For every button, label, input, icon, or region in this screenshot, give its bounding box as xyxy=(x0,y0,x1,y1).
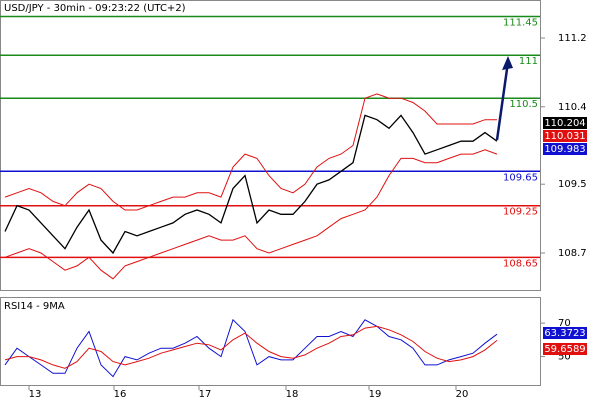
price-label-box xyxy=(543,143,587,155)
band-line xyxy=(4,93,497,211)
rsi-title: RSI14 - 9MA xyxy=(4,301,65,312)
date-label: 20 xyxy=(456,389,469,400)
rsi-label: 59.6589 xyxy=(544,344,585,355)
rsi-label: 63.3723 xyxy=(544,328,585,339)
arrow-head xyxy=(502,56,513,70)
level-label: 109.25 xyxy=(503,207,538,218)
date-label: 18 xyxy=(286,389,299,400)
rsi-tick-label: 70 xyxy=(558,318,571,329)
level-label: 110.5 xyxy=(509,99,538,110)
price-label: 110.204 xyxy=(544,118,585,129)
price-label-box xyxy=(543,130,587,142)
y-tick-label: 108.7 xyxy=(558,248,587,259)
forecast-arrow xyxy=(495,61,510,141)
rsi-panel xyxy=(0,297,541,386)
band-line xyxy=(4,149,498,280)
date-label: 19 xyxy=(369,389,382,400)
rsi-label-box xyxy=(543,343,587,355)
level-label: 111 xyxy=(519,56,538,67)
level-label: 109.65 xyxy=(503,172,538,183)
level-label: 111.45 xyxy=(503,17,538,28)
date-label: 13 xyxy=(29,389,42,400)
rsi-label-box xyxy=(543,327,587,339)
rsi-tick-label: 50 xyxy=(558,352,571,363)
y-tick-label: 109.5 xyxy=(558,179,587,190)
rsi-line xyxy=(4,318,498,378)
rsi-line xyxy=(4,325,498,369)
price-line xyxy=(4,114,498,255)
date-label: 17 xyxy=(199,389,212,400)
price-label: 110.031 xyxy=(544,131,585,142)
level-label: 108.65 xyxy=(503,258,538,269)
price-label-box xyxy=(543,117,587,129)
price-label: 109.983 xyxy=(544,144,585,155)
price-panel xyxy=(0,0,541,291)
date-label: 16 xyxy=(114,389,127,400)
y-tick-label: 111.2 xyxy=(558,33,587,44)
y-tick-label: 110.4 xyxy=(558,102,587,113)
chart-title: USD/JPY - 30min - 09:23:22 (UTC+2) xyxy=(4,3,186,14)
